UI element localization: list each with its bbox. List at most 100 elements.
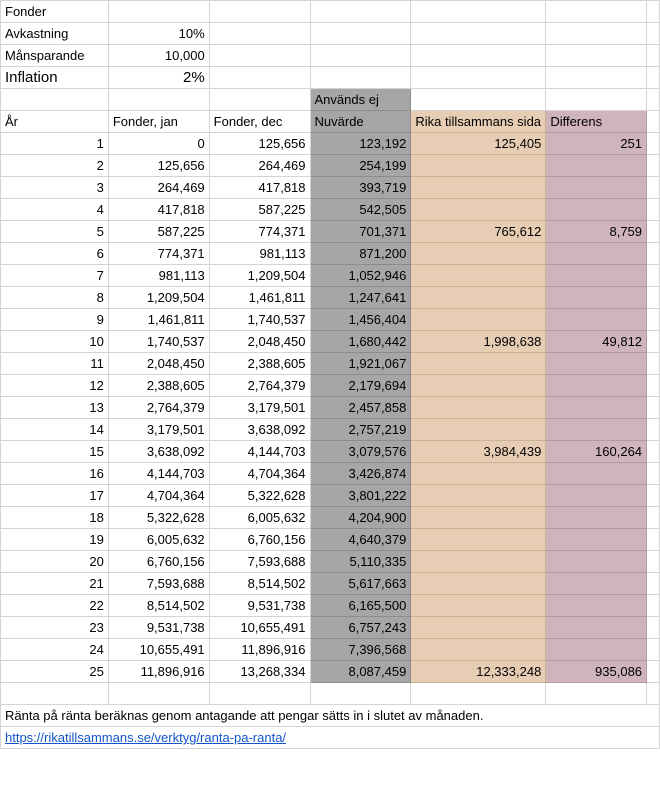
year-cell[interactable]: 5 (0, 220, 109, 243)
nuvarde-cell[interactable]: 871,200 (309, 242, 412, 265)
rika-sida-cell[interactable] (410, 506, 547, 529)
fonder-dec-cell[interactable]: 4,144,703 (208, 440, 311, 463)
fonder-dec-cell[interactable]: 8,514,502 (208, 572, 311, 595)
cell[interactable] (545, 0, 648, 23)
differens-cell[interactable] (545, 374, 648, 397)
differens-cell[interactable] (545, 550, 648, 573)
cell[interactable] (646, 484, 660, 507)
cell[interactable] (646, 220, 660, 243)
rika-sida-cell[interactable] (410, 484, 547, 507)
cell[interactable] (410, 66, 547, 89)
nuvarde-cell[interactable]: 4,204,900 (309, 506, 412, 529)
fonder-jan-cell[interactable]: 9,531,738 (107, 616, 210, 639)
cell[interactable] (646, 176, 660, 199)
differens-cell[interactable] (545, 462, 648, 485)
unused-note[interactable]: Används ej (309, 88, 412, 111)
year-cell[interactable]: 20 (0, 550, 109, 573)
differens-cell[interactable] (545, 264, 648, 287)
rika-sida-cell[interactable]: 3,984,439 (410, 440, 547, 463)
rika-sida-cell[interactable]: 1,998,638 (410, 330, 547, 353)
differens-cell[interactable]: 49,812 (545, 330, 648, 353)
nuvarde-cell[interactable]: 1,456,404 (309, 308, 412, 331)
rika-sida-cell[interactable] (410, 286, 547, 309)
cell[interactable] (646, 572, 660, 595)
fonder-dec-cell[interactable]: 2,388,605 (208, 352, 311, 375)
cell[interactable] (646, 110, 660, 133)
footer-link-cell[interactable]: https://rikatillsammans.se/verktyg/ranta… (0, 726, 660, 749)
nuvarde-cell[interactable]: 3,426,874 (309, 462, 412, 485)
fonder-jan-cell[interactable]: 417,818 (107, 198, 210, 221)
cell[interactable] (646, 616, 660, 639)
cell[interactable] (646, 88, 660, 111)
nuvarde-cell[interactable]: 1,921,067 (309, 352, 412, 375)
fonder-jan-cell[interactable]: 5,322,628 (107, 506, 210, 529)
nuvarde-cell[interactable]: 8,087,459 (309, 660, 412, 683)
cell[interactable] (646, 440, 660, 463)
fonder-jan-cell[interactable]: 2,388,605 (107, 374, 210, 397)
fonder-jan-cell[interactable]: 125,656 (107, 154, 210, 177)
year-cell[interactable]: 16 (0, 462, 109, 485)
nuvarde-cell[interactable]: 4,640,379 (309, 528, 412, 551)
fonder-dec-cell[interactable]: 1,740,537 (208, 308, 311, 331)
fonder-jan-cell[interactable]: 6,760,156 (107, 550, 210, 573)
fonder-jan-cell[interactable]: 2,764,379 (107, 396, 210, 419)
differens-cell[interactable] (545, 154, 648, 177)
differens-cell[interactable] (545, 506, 648, 529)
fonder-jan-cell[interactable]: 6,005,632 (107, 528, 210, 551)
year-cell[interactable]: 3 (0, 176, 109, 199)
year-cell[interactable]: 7 (0, 264, 109, 287)
nuvarde-cell[interactable]: 1,052,946 (309, 264, 412, 287)
differens-cell[interactable] (545, 308, 648, 331)
fonder-jan-cell[interactable]: 3,638,092 (107, 440, 210, 463)
rika-sida-cell[interactable] (410, 528, 547, 551)
differens-cell[interactable] (545, 528, 648, 551)
fonder-jan-cell[interactable]: 774,371 (107, 242, 210, 265)
fonder-jan-cell[interactable]: 981,113 (107, 264, 210, 287)
year-cell[interactable]: 14 (0, 418, 109, 441)
cell[interactable]: 10,000 (107, 44, 210, 67)
cell[interactable] (646, 418, 660, 441)
cell[interactable] (309, 682, 412, 705)
cell[interactable] (646, 198, 660, 221)
nuvarde-cell[interactable]: 123,192 (309, 132, 412, 155)
year-cell[interactable]: 9 (0, 308, 109, 331)
rika-sida-cell[interactable] (410, 396, 547, 419)
cell[interactable]: 2% (107, 66, 210, 89)
cell[interactable] (410, 22, 547, 45)
rika-sida-cell[interactable] (410, 176, 547, 199)
cell[interactable]: Fonder (0, 0, 109, 23)
fonder-dec-cell[interactable]: 3,179,501 (208, 396, 311, 419)
nuvarde-cell[interactable]: 1,247,641 (309, 286, 412, 309)
year-cell[interactable]: 4 (0, 198, 109, 221)
cell[interactable] (646, 682, 660, 705)
rika-sida-cell[interactable] (410, 308, 547, 331)
year-cell[interactable]: 17 (0, 484, 109, 507)
year-cell[interactable]: 6 (0, 242, 109, 265)
differens-cell[interactable] (545, 616, 648, 639)
fonder-dec-cell[interactable]: 981,113 (208, 242, 311, 265)
differens-cell[interactable] (545, 198, 648, 221)
nuvarde-cell[interactable]: 2,179,694 (309, 374, 412, 397)
nuvarde-cell[interactable]: 3,079,576 (309, 440, 412, 463)
header-year[interactable]: År (0, 110, 109, 133)
cell[interactable] (410, 0, 547, 23)
fonder-jan-cell[interactable]: 7,593,688 (107, 572, 210, 595)
rika-sida-cell[interactable] (410, 264, 547, 287)
rika-sida-cell[interactable] (410, 462, 547, 485)
cell[interactable] (208, 682, 311, 705)
fonder-jan-cell[interactable]: 1,461,811 (107, 308, 210, 331)
fonder-dec-cell[interactable]: 10,655,491 (208, 616, 311, 639)
cell[interactable] (646, 638, 660, 661)
fonder-dec-cell[interactable]: 11,896,916 (208, 638, 311, 661)
cell[interactable] (545, 682, 648, 705)
cell[interactable] (0, 88, 109, 111)
fonder-dec-cell[interactable]: 125,656 (208, 132, 311, 155)
rika-sida-cell[interactable] (410, 572, 547, 595)
year-cell[interactable]: 21 (0, 572, 109, 595)
nuvarde-cell[interactable]: 5,110,335 (309, 550, 412, 573)
year-cell[interactable]: 1 (0, 132, 109, 155)
differens-cell[interactable] (545, 286, 648, 309)
rika-sida-cell[interactable] (410, 198, 547, 221)
rika-sida-cell[interactable] (410, 374, 547, 397)
year-cell[interactable]: 25 (0, 660, 109, 683)
